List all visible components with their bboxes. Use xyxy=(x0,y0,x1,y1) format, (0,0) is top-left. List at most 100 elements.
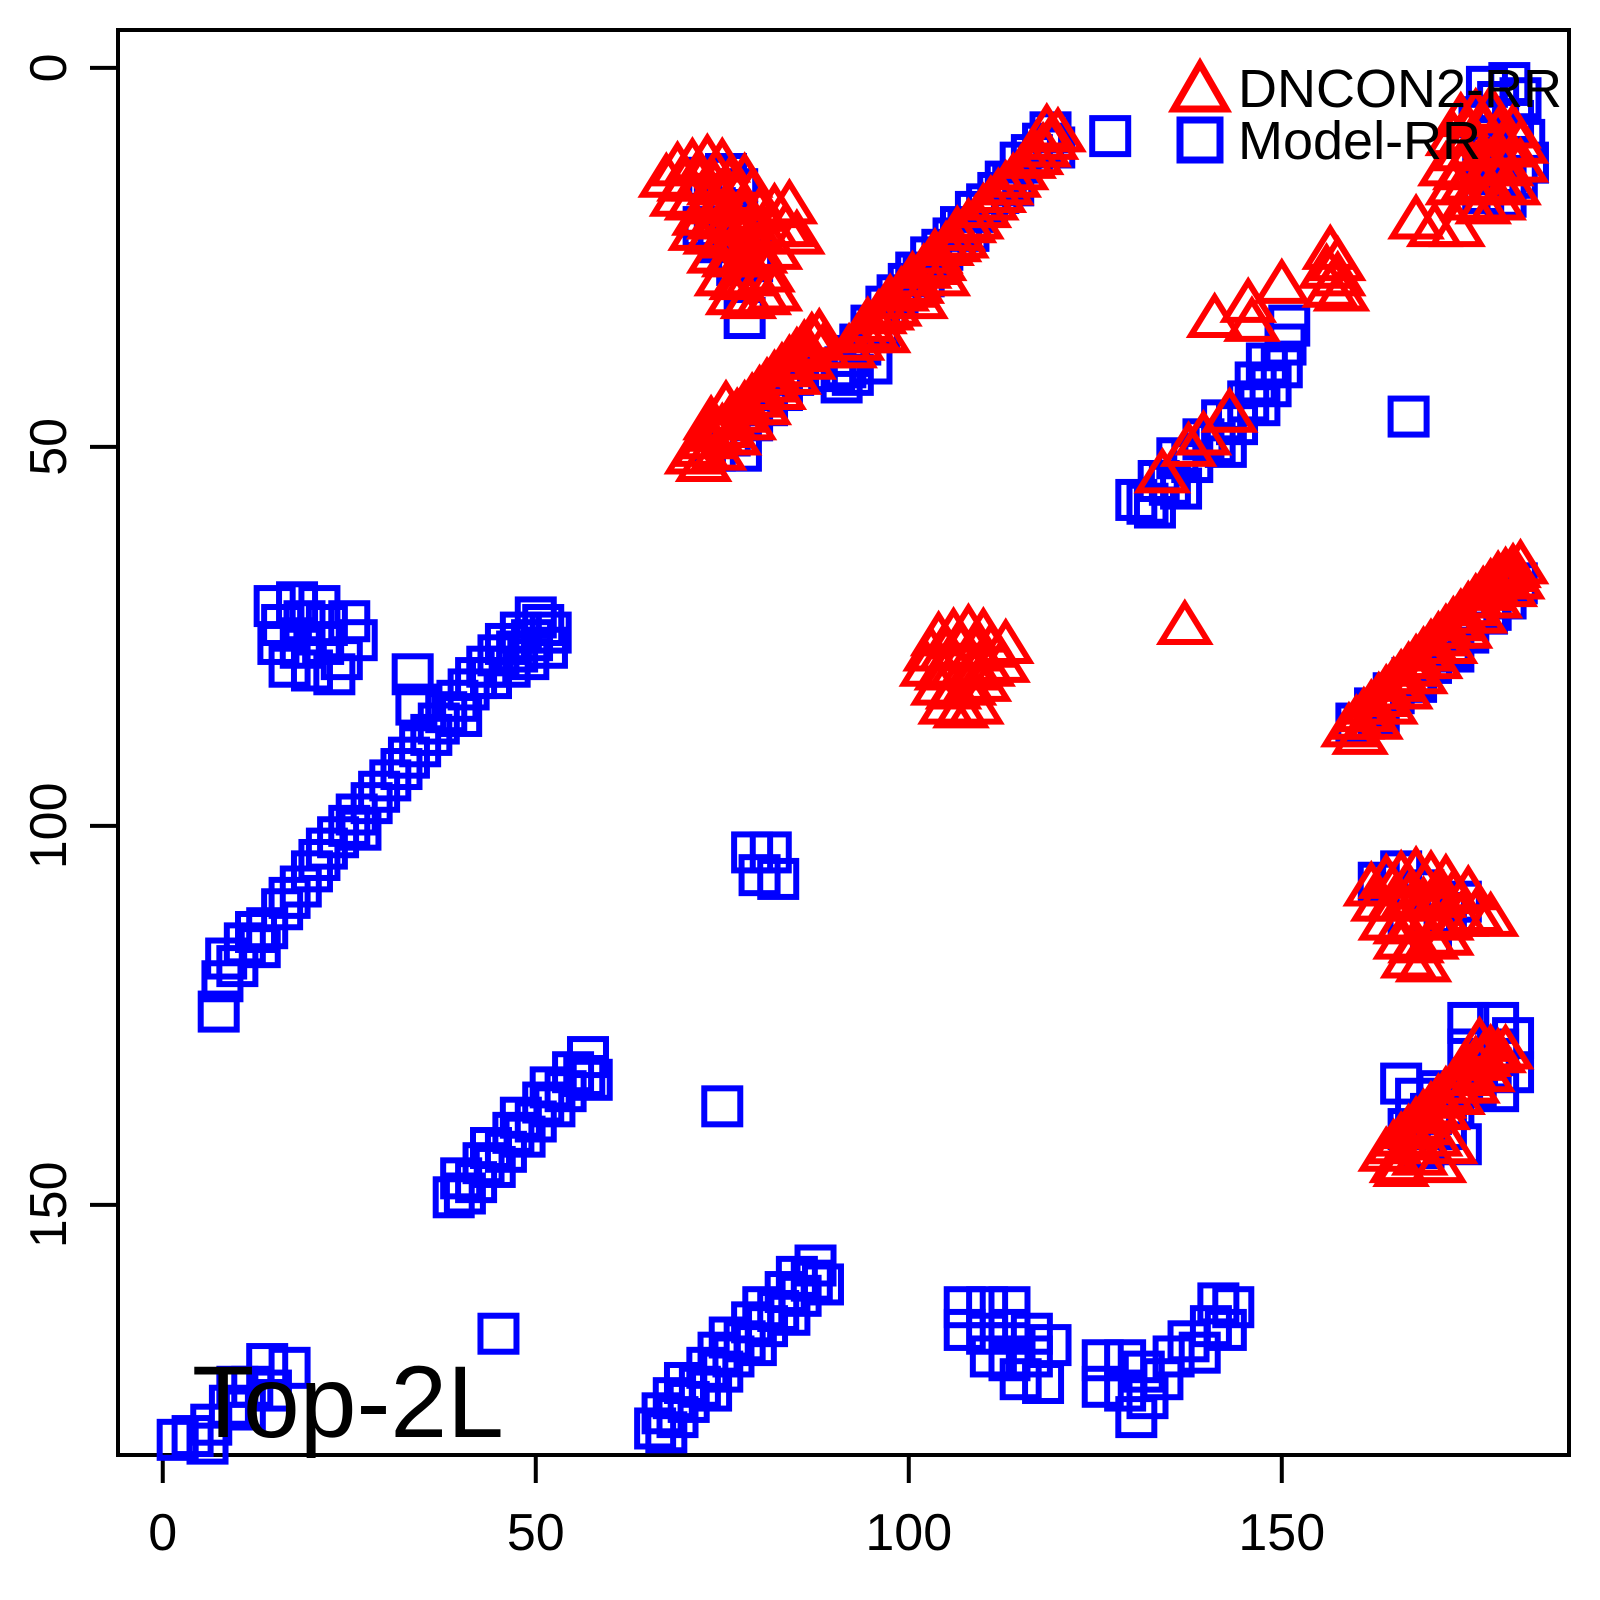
data-point-model-rr xyxy=(1204,1308,1247,1351)
data-point-model-rr xyxy=(966,1286,1009,1329)
data-point-dncon2-rr xyxy=(767,207,826,255)
data-point-dncon2-rr xyxy=(1405,632,1464,680)
data-point-dncon2-rr xyxy=(1484,158,1542,206)
data-point-dncon2-rr xyxy=(1301,261,1360,308)
data-point-dncon2-rr xyxy=(1450,586,1509,634)
data-point-dncon2-rr xyxy=(939,196,998,244)
data-point-dncon2-rr xyxy=(1200,386,1259,433)
square-icon xyxy=(1176,116,1224,164)
data-point-model-rr xyxy=(794,1244,837,1287)
data-point-model-rr xyxy=(1089,115,1132,158)
data-point-model-rr xyxy=(522,604,565,647)
y-axis-tick-label: 0 xyxy=(20,53,78,82)
data-point-dncon2-rr xyxy=(1394,935,1453,983)
data-point-dncon2-rr xyxy=(1420,617,1479,664)
data-point-dncon2-rr xyxy=(667,204,726,251)
data-point-model-rr xyxy=(570,1058,613,1101)
annotation-top-2l: Top-2L xyxy=(192,1345,504,1459)
data-point-model-rr xyxy=(335,619,378,662)
data-point-dncon2-rr xyxy=(1029,105,1087,153)
data-point-model-rr xyxy=(701,1085,744,1128)
data-point-model-rr xyxy=(1212,1286,1255,1329)
data-point-dncon2-rr xyxy=(738,245,796,293)
data-point-dncon2-rr xyxy=(689,423,748,471)
data-point-dncon2-rr xyxy=(1390,647,1449,695)
data-point-dncon2-rr xyxy=(917,677,975,725)
data-point-dncon2-rr xyxy=(782,310,841,357)
x-axis-tick-label: 0 xyxy=(148,1504,177,1562)
data-point-model-rr xyxy=(1022,1361,1065,1404)
legend: DNCON2-RR Model-RR xyxy=(1167,57,1562,171)
data-point-dncon2-rr xyxy=(1223,295,1281,342)
data-point-dncon2-rr xyxy=(853,306,912,354)
data-point-dncon2-rr xyxy=(734,268,793,316)
data-point-dncon2-rr xyxy=(1435,602,1494,649)
data-point-model-rr xyxy=(425,691,468,734)
data-point-dncon2-rr xyxy=(1469,173,1528,221)
data-point-dncon2-rr xyxy=(1174,408,1233,456)
data-point-dncon2-rr xyxy=(1017,101,1076,149)
data-point-dncon2-rr xyxy=(1446,886,1505,934)
data-point-dncon2-rr xyxy=(1372,1140,1431,1187)
data-point-dncon2-rr xyxy=(1491,116,1550,164)
data-point-model-rr xyxy=(290,649,333,692)
data-point-dncon2-rr xyxy=(1375,662,1434,710)
data-point-dncon2-rr xyxy=(1476,139,1535,187)
data-point-dncon2-rr xyxy=(1491,135,1550,183)
legend-label-dncon2-rr: DNCON2-RR xyxy=(1238,59,1562,119)
data-point-dncon2-rr xyxy=(1379,931,1438,979)
data-point-model-rr xyxy=(395,683,438,726)
data-point-dncon2-rr xyxy=(973,636,1031,683)
data-point-model-rr xyxy=(1387,395,1430,438)
data-point-dncon2-rr xyxy=(779,333,837,380)
data-point-dncon2-rr xyxy=(764,348,823,395)
data-point-dncon2-rr xyxy=(1409,1136,1468,1184)
data-point-dncon2-rr xyxy=(1361,677,1419,725)
data-point-model-rr xyxy=(1178,1331,1221,1374)
data-point-model-rr xyxy=(966,1312,1009,1355)
y-axis-tick-label: 150 xyxy=(20,1161,78,1248)
legend-label-model-rr: Model-RR xyxy=(1238,111,1481,171)
data-point-model-rr xyxy=(1115,1396,1158,1439)
y-axis-tick-label: 50 xyxy=(20,418,78,476)
data-point-dncon2-rr xyxy=(745,264,804,312)
data-point-model-rr xyxy=(999,1358,1042,1401)
data-point-model-rr xyxy=(529,611,572,654)
data-point-model-rr xyxy=(749,831,792,874)
data-point-model-rr xyxy=(358,770,401,813)
data-point-model-rr xyxy=(943,1286,986,1329)
data-point-dncon2-rr xyxy=(1155,598,1214,646)
triangle-icon xyxy=(1167,57,1233,113)
data-point-dncon2-rr xyxy=(913,249,972,297)
data-point-dncon2-rr xyxy=(1133,446,1192,494)
data-point-dncon2-rr xyxy=(682,207,740,255)
data-point-model-rr xyxy=(566,1036,609,1079)
data-point-model-rr xyxy=(1268,304,1311,347)
data-point-dncon2-rr xyxy=(1159,420,1218,467)
x-axis-tick-label: 50 xyxy=(507,1504,565,1562)
dncon2-rr-points-layer xyxy=(637,82,1550,1187)
data-point-dncon2-rr xyxy=(749,363,808,411)
data-point-dncon2-rr xyxy=(1487,552,1546,600)
data-point-dncon2-rr xyxy=(704,408,763,456)
data-point-model-rr xyxy=(477,1312,520,1355)
data-point-model-rr xyxy=(1081,1365,1124,1408)
y-axis-tick-label: 100 xyxy=(20,782,78,869)
legend-item-model-rr: Model-RR xyxy=(1176,111,1481,171)
data-point-model-rr xyxy=(1141,1358,1184,1401)
data-point-model-rr xyxy=(757,857,800,900)
data-point-model-rr xyxy=(186,1422,229,1465)
data-point-dncon2-rr xyxy=(648,170,707,217)
data-point-model-rr xyxy=(1197,1282,1240,1325)
legend-item-dncon2-rr: DNCON2-RR xyxy=(1167,57,1562,119)
data-point-dncon2-rr xyxy=(790,306,849,354)
data-point-model-rr xyxy=(391,653,434,696)
data-point-model-rr xyxy=(943,1308,986,1351)
data-point-dncon2-rr xyxy=(674,435,733,483)
data-point-model-rr xyxy=(257,622,300,665)
data-point-dncon2-rr xyxy=(947,677,1005,725)
data-point-dncon2-rr xyxy=(1476,545,1535,592)
data-point-model-rr xyxy=(290,850,333,893)
